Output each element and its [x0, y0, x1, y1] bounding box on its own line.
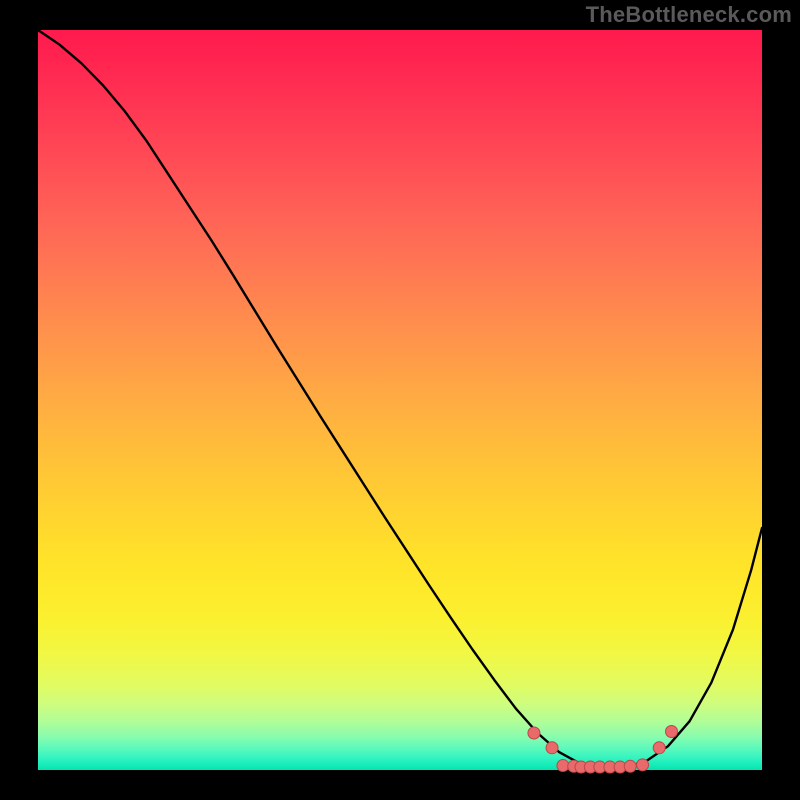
marker-dot	[557, 760, 569, 772]
marker-dot	[528, 727, 540, 739]
marker-dot	[624, 760, 636, 772]
marker-dot	[653, 742, 665, 754]
marker-dot	[637, 759, 649, 771]
marker-dot	[546, 742, 558, 754]
marker-dot	[666, 726, 678, 738]
bottleneck-chart	[0, 0, 800, 800]
